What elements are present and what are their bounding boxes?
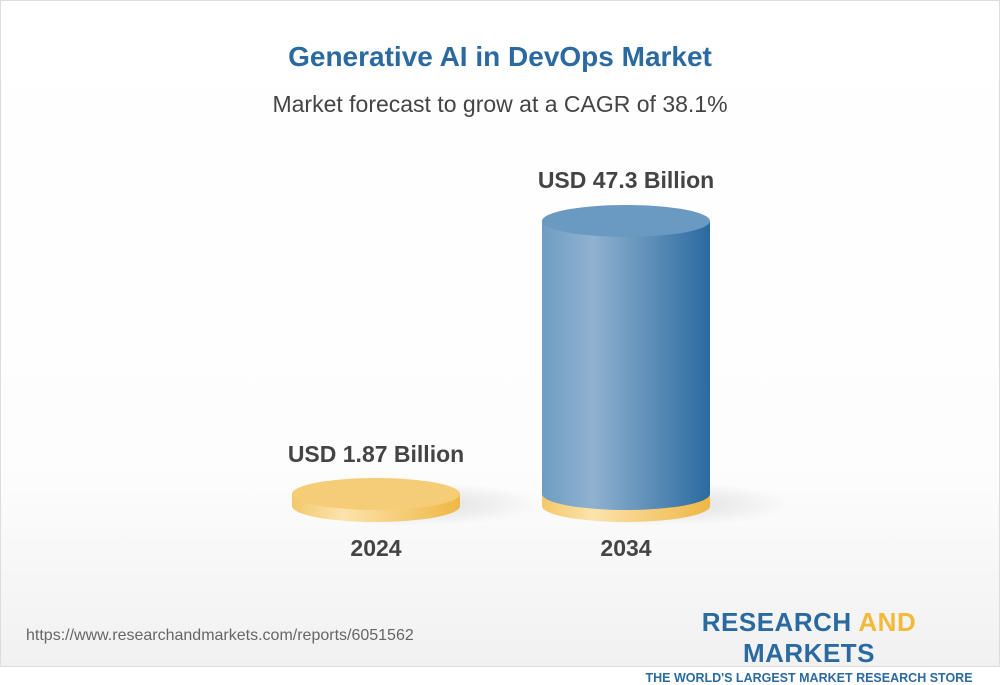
data-label: USD 47.3 Billion: [538, 167, 714, 193]
chart-plot: USD 1.87 Billion 2024 USD 47.3 Billion 2034: [288, 167, 790, 561]
bar-top: [542, 205, 710, 237]
brand-logo: RESEARCH AND MARKETS THE WORLD'S LARGEST…: [641, 607, 977, 685]
category-label: 2034: [600, 535, 651, 561]
category-label: 2024: [350, 535, 401, 561]
data-label: USD 1.87 Billion: [288, 441, 464, 467]
chart-subtitle: Market forecast to grow at a CAGR of 38.…: [272, 91, 728, 117]
logo-tagline: THE WORLD'S LARGEST MARKET RESEARCH STOR…: [645, 671, 973, 685]
logo-text-1: RESEARCH: [701, 607, 859, 637]
logo-text-2: AND: [858, 607, 917, 637]
logo-text-3: MARKETS: [742, 638, 876, 668]
bar-top: [292, 478, 460, 510]
source-url[interactable]: https://www.researchandmarkets.com/repor…: [26, 627, 414, 644]
bar-body: [542, 221, 710, 510]
chart-title: Generative AI in DevOps Market: [288, 41, 712, 72]
